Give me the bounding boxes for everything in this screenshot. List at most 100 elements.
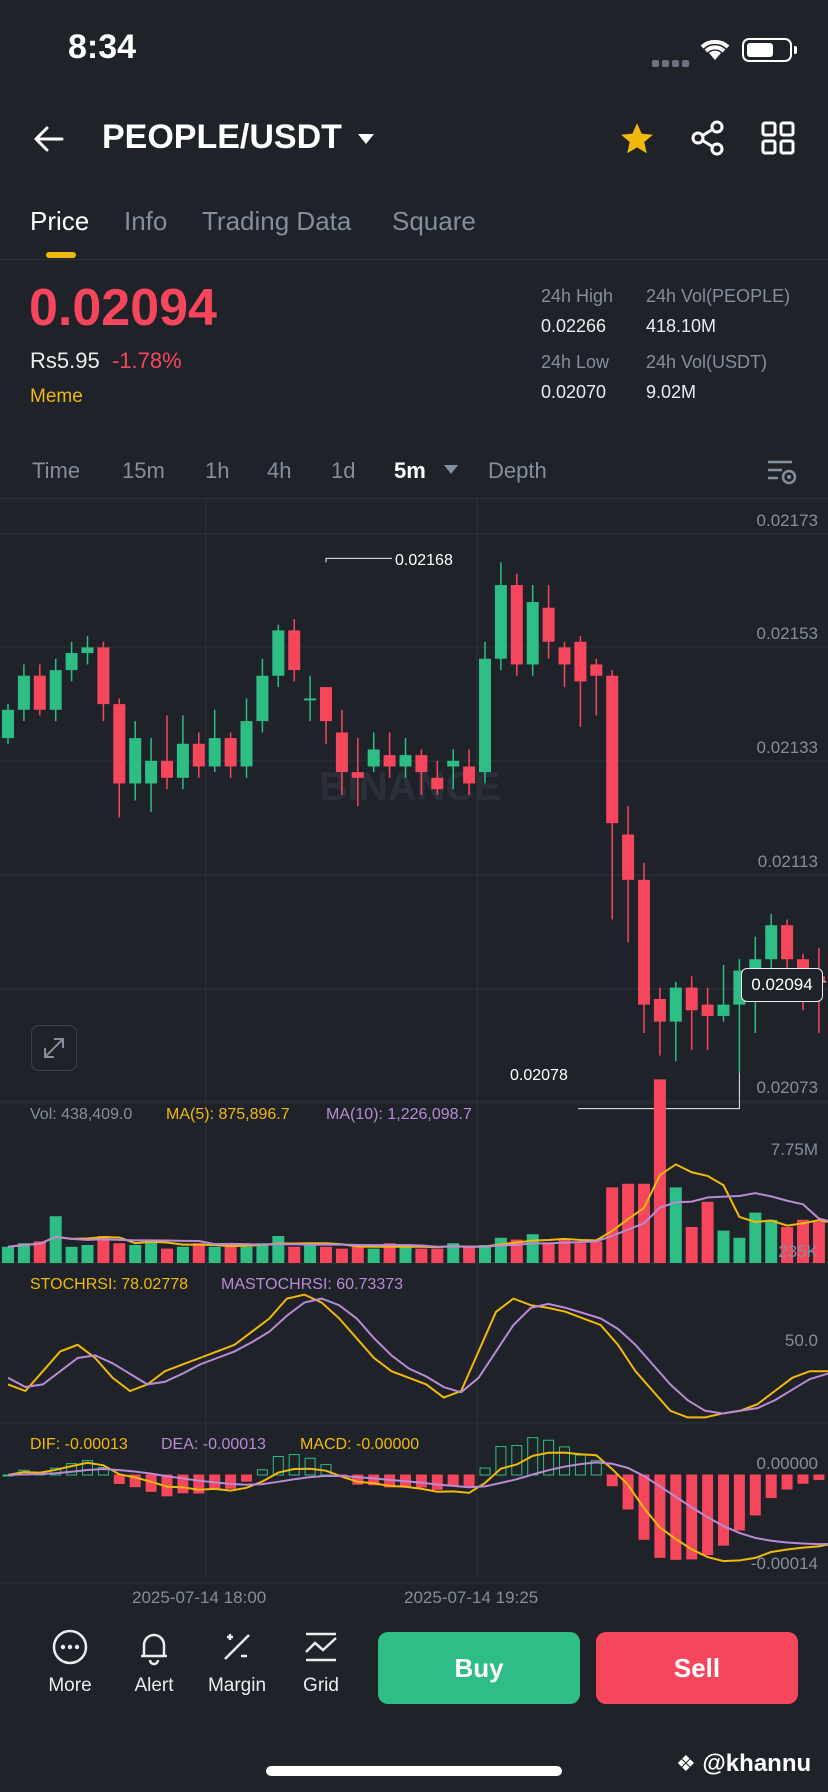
stochrsi-k-line <box>7 1293 828 1419</box>
price-axis-label: 0.02113 <box>758 852 818 871</box>
volume-bar <box>812 1221 825 1263</box>
volume-bar <box>701 1201 714 1263</box>
watermark-user: ❖ @khannu <box>676 1750 811 1778</box>
ma5-label: MA(5): 875,896.7 <box>166 1106 290 1123</box>
volume-bar <box>351 1246 364 1263</box>
candle-body <box>542 607 555 642</box>
interval-4h[interactable]: 4h <box>267 458 292 483</box>
volume-bar <box>447 1243 460 1263</box>
pair-title[interactable]: PEOPLE/USDT <box>102 118 342 156</box>
watermark-text: @khannu <box>702 1750 812 1777</box>
interval-15m[interactable]: 15m <box>122 458 165 483</box>
grid-button[interactable]: Grid <box>281 1628 361 1697</box>
volume-bar <box>129 1245 142 1263</box>
chevron-down-icon[interactable] <box>356 132 376 151</box>
volume-axis-top: 7.75M <box>770 1140 818 1159</box>
margin-button[interactable]: Margin <box>197 1628 277 1697</box>
fiat-price: Rs5.95 <box>30 348 100 373</box>
interval-1h[interactable]: 1h <box>205 458 230 483</box>
volume-axis-bottom: 235K <box>778 1242 818 1261</box>
expand-chart-button[interactable] <box>31 1025 77 1071</box>
buy-button[interactable]: Buy <box>378 1632 580 1704</box>
more-button[interactable]: More <box>30 1628 110 1697</box>
interval-5m[interactable]: 5m <box>394 458 426 483</box>
favorite-star-icon[interactable] <box>618 120 656 163</box>
candle-body <box>49 670 62 710</box>
tab-trading-data[interactable]: Trading Data <box>202 206 352 236</box>
tab-info[interactable]: Info <box>124 206 168 236</box>
interval-time[interactable]: Time <box>32 458 81 483</box>
macd-bar <box>479 1467 491 1476</box>
volume-bar <box>574 1243 587 1263</box>
candle-body <box>653 998 666 1022</box>
volume-bar <box>526 1234 539 1263</box>
divider <box>0 259 828 260</box>
high-marker: 0.02168 <box>395 552 453 569</box>
home-indicator <box>266 1766 562 1776</box>
tab-square[interactable]: Square <box>392 206 476 236</box>
volume-bar <box>256 1243 269 1263</box>
macd-bar <box>177 1474 189 1494</box>
volume-bar <box>208 1246 221 1263</box>
dif-label: DIF: -0.00013 <box>30 1436 128 1453</box>
macd-bar <box>288 1454 300 1476</box>
interval-depth[interactable]: Depth <box>488 458 547 483</box>
macd-bar <box>225 1474 237 1489</box>
candle-body <box>208 738 221 767</box>
volume-bar <box>161 1248 173 1263</box>
macd-bar <box>241 1474 252 1482</box>
macd-bar <box>113 1474 125 1484</box>
diamond-icon: ❖ <box>676 1751 696 1776</box>
price-chart[interactable]: BINANCE 0.021730.021530.021330.021130.02… <box>0 499 828 1599</box>
chevron-down-icon[interactable] <box>443 463 459 481</box>
dea-label: DEA: -0.00013 <box>161 1436 266 1453</box>
current-price-tag: 0.02094 <box>741 968 823 1002</box>
macd-bar <box>511 1445 523 1476</box>
candle-body <box>256 675 269 722</box>
candle-body <box>145 760 158 784</box>
macd-bar <box>495 1446 507 1476</box>
macd-axis-top: 0.00000 <box>756 1454 818 1473</box>
sell-button[interactable]: Sell <box>596 1632 798 1704</box>
grid-bot-icon <box>305 1632 337 1662</box>
candle-body <box>224 738 237 767</box>
time-axis-label: 2025-07-14 19:25 <box>404 1588 539 1607</box>
candle-body <box>638 879 650 1005</box>
interval-1d[interactable]: 1d <box>331 458 356 483</box>
back-arrow-icon[interactable] <box>32 122 66 161</box>
volume-bar <box>797 1219 809 1263</box>
macd-bar <box>654 1474 666 1558</box>
candles <box>2 562 825 1073</box>
macd-bar <box>559 1446 570 1476</box>
candle-body <box>17 675 30 710</box>
candle-body <box>622 834 635 880</box>
candle-body <box>320 687 332 722</box>
alert-label: Alert <box>134 1675 174 1696</box>
volume-bar <box>542 1243 555 1263</box>
volume-bar <box>97 1236 110 1263</box>
signal-icon <box>652 54 692 72</box>
candle-body <box>558 647 571 665</box>
candle-body <box>81 647 94 654</box>
share-icon[interactable] <box>690 120 726 161</box>
macd-bar <box>781 1474 793 1490</box>
macd-bar <box>129 1474 141 1488</box>
candle-body <box>161 760 173 778</box>
alert-button[interactable]: Alert <box>114 1628 194 1697</box>
grid-icon[interactable] <box>760 120 796 161</box>
volume-bar <box>590 1241 603 1263</box>
status-time: 8:34 <box>68 28 137 66</box>
volume-bar <box>463 1246 476 1263</box>
volume-bar <box>335 1248 348 1263</box>
macd-bar <box>543 1439 555 1476</box>
tab-price[interactable]: Price <box>30 206 90 236</box>
category-tag[interactable]: Meme <box>30 386 83 407</box>
stochrsi-label: STOCHRSI: 78.02778 <box>30 1276 189 1293</box>
volume-bar <box>622 1183 635 1263</box>
macd-bar <box>368 1474 380 1486</box>
macd-bar <box>431 1474 443 1490</box>
volume-bar <box>685 1227 698 1263</box>
chart-settings-icon[interactable] <box>766 456 798 493</box>
candle-body <box>447 760 460 767</box>
candle-body <box>749 959 762 971</box>
